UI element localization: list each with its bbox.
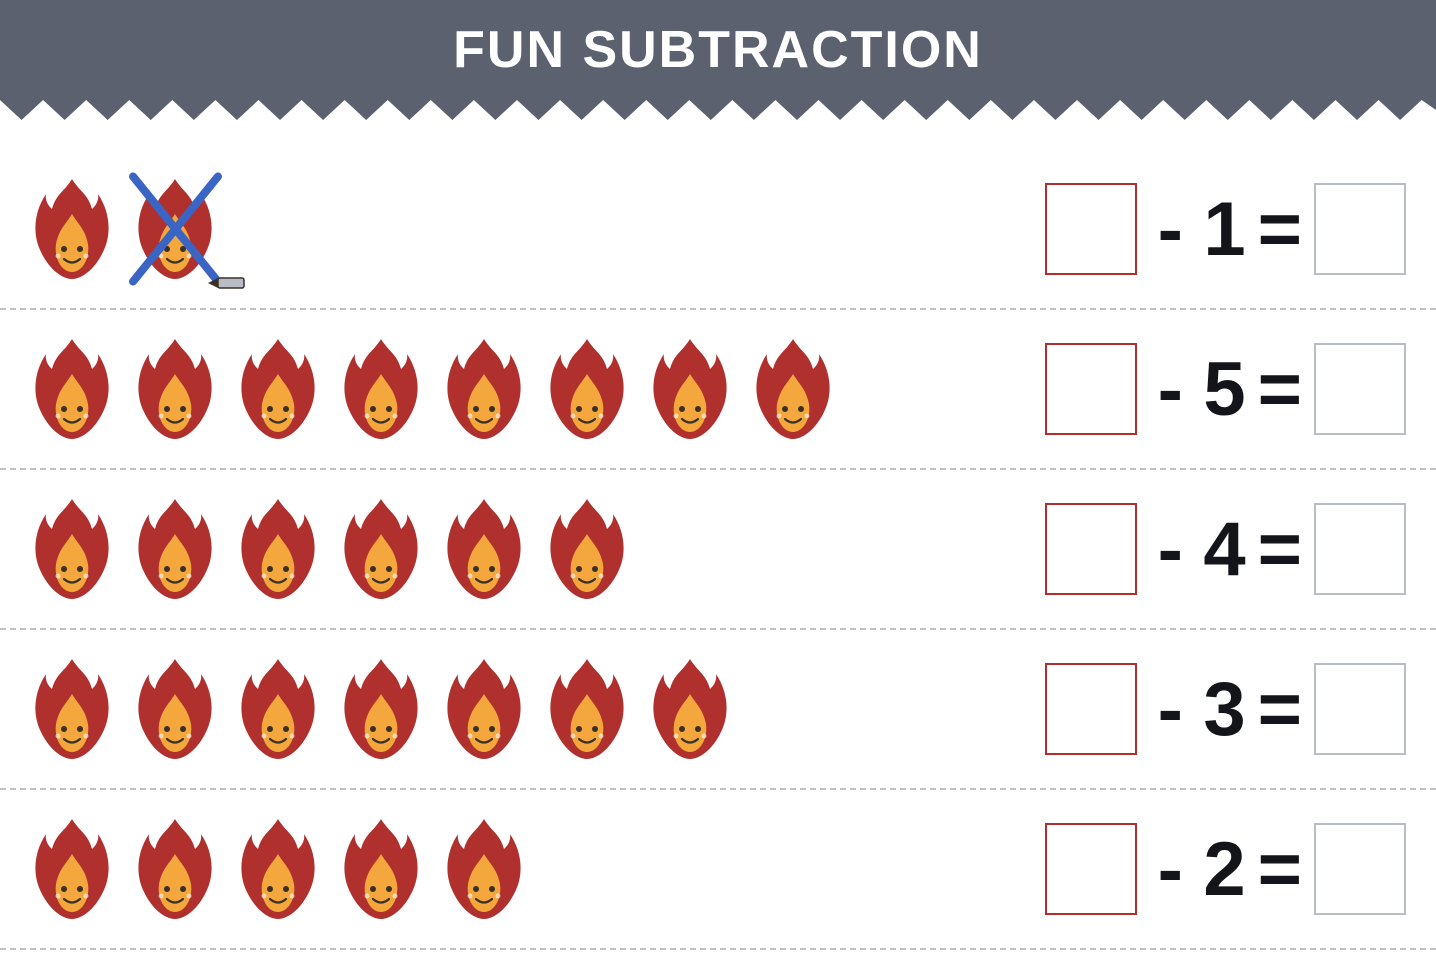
fire-icon [133, 174, 218, 284]
fire-icon [339, 494, 424, 604]
equation: -1= [1045, 183, 1406, 275]
equation: -4= [1045, 503, 1406, 595]
header-banner: FUN SUBTRACTION [0, 0, 1436, 100]
fire-icon [442, 814, 527, 924]
fire-icon [442, 334, 527, 444]
subtrahend: 5 [1203, 346, 1245, 433]
equation: -3= [1045, 663, 1406, 755]
fire-icon [236, 654, 321, 764]
fire-icon [236, 814, 321, 924]
minus-sign: - [1149, 826, 1191, 913]
answer-input-box[interactable] [1314, 823, 1406, 915]
fire-icon [30, 334, 115, 444]
pencil-icon [208, 276, 248, 290]
answer-input-box[interactable] [1314, 183, 1406, 275]
minus-sign: - [1149, 346, 1191, 433]
equals-sign: = [1258, 826, 1302, 913]
count-input-box[interactable] [1045, 183, 1137, 275]
subtrahend: 4 [1203, 506, 1245, 593]
answer-input-box[interactable] [1314, 663, 1406, 755]
page-title: FUN SUBTRACTION [453, 20, 983, 80]
fire-group [30, 814, 1045, 924]
equation: -2= [1045, 823, 1406, 915]
fire-icon [133, 494, 218, 604]
equals-sign: = [1258, 506, 1302, 593]
fire-icon [236, 334, 321, 444]
worksheet-row: -1= [0, 150, 1436, 310]
fire-icon [30, 174, 115, 284]
fire-icon [30, 654, 115, 764]
minus-sign: - [1149, 666, 1191, 753]
fire-group [30, 654, 1045, 764]
count-input-box[interactable] [1045, 503, 1137, 595]
subtrahend: 3 [1203, 666, 1245, 753]
count-input-box[interactable] [1045, 663, 1137, 755]
count-input-box[interactable] [1045, 343, 1137, 435]
equals-sign: = [1258, 666, 1302, 753]
fire-icon [442, 494, 527, 604]
worksheet-rows: -1= [0, 100, 1436, 950]
fire-icon [133, 814, 218, 924]
fire-icon [236, 494, 321, 604]
fire-icon [545, 494, 630, 604]
fire-icon [648, 334, 733, 444]
fire-icon [442, 654, 527, 764]
fire-icon [751, 334, 836, 444]
subtrahend: 2 [1203, 826, 1245, 913]
equals-sign: = [1258, 346, 1302, 433]
fire-icon [133, 654, 218, 764]
fire-icon [133, 334, 218, 444]
fire-group [30, 174, 1045, 284]
minus-sign: - [1149, 506, 1191, 593]
fire-icon [648, 654, 733, 764]
equals-sign: = [1258, 186, 1302, 273]
answer-input-box[interactable] [1314, 343, 1406, 435]
worksheet-row: -5= [0, 310, 1436, 470]
worksheet-row: -4= [0, 470, 1436, 630]
fire-group [30, 334, 1045, 444]
equation: -5= [1045, 343, 1406, 435]
answer-input-box[interactable] [1314, 503, 1406, 595]
fire-icon [545, 334, 630, 444]
fire-icon [339, 814, 424, 924]
fire-icon [30, 814, 115, 924]
subtrahend: 1 [1203, 186, 1245, 273]
worksheet-row: -3= [0, 630, 1436, 790]
minus-sign: - [1149, 186, 1191, 273]
fire-group [30, 494, 1045, 604]
fire-icon [545, 654, 630, 764]
fire-icon [30, 494, 115, 604]
fire-icon [339, 654, 424, 764]
count-input-box[interactable] [1045, 823, 1137, 915]
worksheet-row: -2= [0, 790, 1436, 950]
fire-icon [339, 334, 424, 444]
